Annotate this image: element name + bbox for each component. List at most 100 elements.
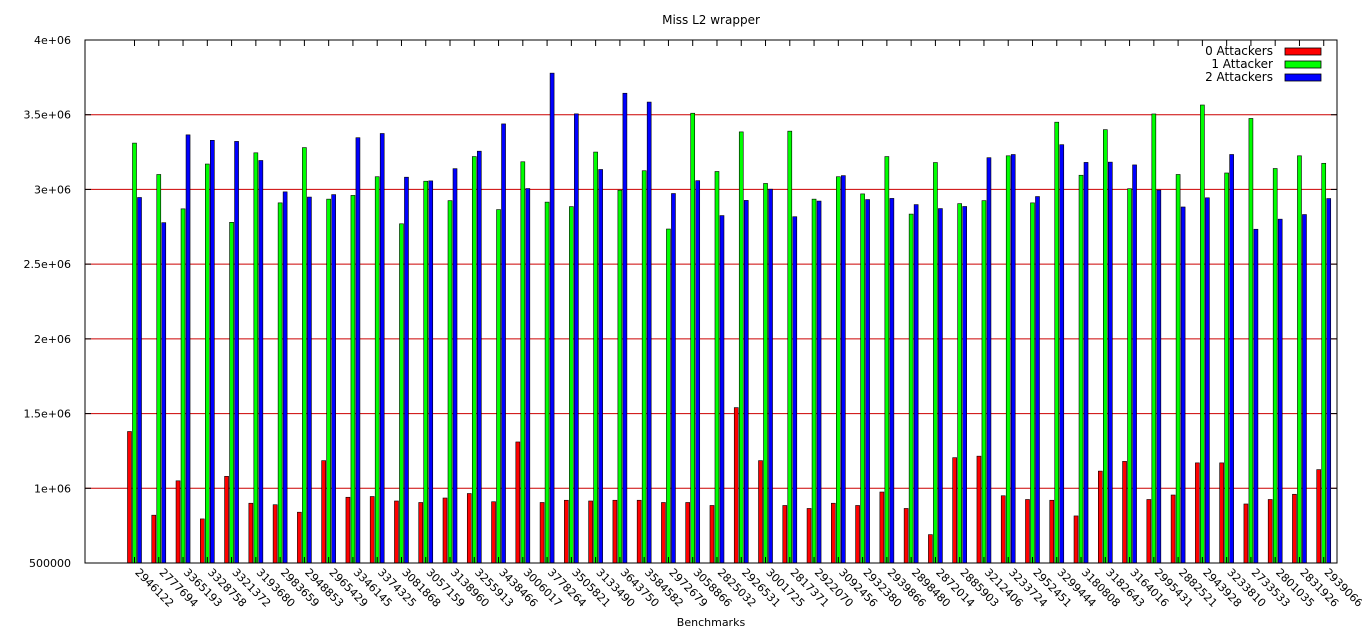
bar-2-attackers: [258, 160, 264, 564]
bar-2-attackers: [1010, 154, 1016, 564]
bars: [127, 72, 1332, 564]
bar-0-attackers: [588, 500, 593, 564]
bar-2-attackers: [1132, 164, 1137, 564]
bar-2-attackers: [841, 175, 846, 564]
bar-2-attackers: [1035, 196, 1040, 564]
bar-1-attacker: [1030, 202, 1035, 564]
bar-1-attacker: [229, 222, 234, 564]
bar-2-attackers: [355, 137, 361, 564]
bar-0-attackers: [369, 496, 375, 564]
bar-2-attackers: [234, 141, 239, 564]
y-tick-label: 3.5e+06: [24, 109, 71, 122]
bar-1-attacker: [690, 112, 696, 564]
bar-1-attacker: [302, 147, 307, 564]
bar-0-attackers: [297, 511, 302, 564]
bar-0-attackers: [564, 499, 569, 564]
bar-1-attacker: [666, 228, 671, 564]
bar-0-attackers: [442, 497, 448, 564]
bar-2-attackers: [428, 180, 434, 564]
chart-title: Miss L2 wrapper: [662, 13, 760, 27]
bar-2-attackers: [671, 193, 676, 564]
bar-0-attackers: [1073, 515, 1079, 564]
bar-0-attackers: [1146, 499, 1152, 564]
bar-0-attackers: [709, 505, 715, 564]
bar-0-attackers: [831, 502, 836, 564]
bar-0-attackers: [1000, 495, 1006, 564]
y-tick-label: 3e+06: [34, 183, 71, 196]
legend-label: 0 Attackers: [1205, 44, 1273, 58]
legend-swatch: [1284, 47, 1322, 56]
bar-2-attackers: [404, 176, 409, 564]
bar-0-attackers: [612, 499, 618, 564]
y-tick-label: 1e+06: [34, 482, 71, 495]
bar-1-attacker: [1151, 113, 1157, 564]
bar-1-attacker: [180, 208, 186, 564]
bar-1-attacker: [374, 176, 380, 564]
bar-0-attackers: [661, 502, 666, 564]
bar-1-attacker: [520, 161, 526, 564]
bar-0-attackers: [394, 500, 399, 564]
y-tick-label: 2e+06: [34, 333, 71, 346]
bar-1-attacker: [471, 156, 477, 564]
bar-1-attacker: [1321, 162, 1327, 564]
bar-0-attackers: [1243, 503, 1249, 564]
bar-1-attacker: [714, 171, 720, 564]
bar-1-attacker: [447, 200, 453, 564]
bar-0-attackers: [539, 502, 545, 564]
bar-2-attackers: [889, 198, 895, 564]
bar-1-attacker: [1054, 121, 1060, 564]
bar-2-attackers: [598, 169, 603, 564]
bar-0-attackers: [272, 504, 278, 564]
bar-2-attackers: [210, 140, 215, 564]
bar-2-attackers: [962, 206, 967, 564]
legend-label: 2 Attackers: [1205, 70, 1273, 84]
bar-2-attackers: [913, 204, 919, 564]
bar-0-attackers: [855, 505, 860, 564]
bar-2-attackers: [1302, 214, 1307, 564]
bar-0-attackers: [321, 460, 326, 564]
bar-1-attacker: [884, 156, 890, 564]
bar-2-attackers: [646, 101, 652, 564]
bar-1-attacker: [544, 201, 550, 564]
bar-0-attackers: [1049, 499, 1055, 564]
bar-2-attackers: [452, 168, 458, 564]
bar-0-attackers: [224, 476, 229, 564]
plot-frame: [84, 39, 1338, 564]
bar-1-attacker: [1175, 174, 1181, 564]
bar-0-attackers: [636, 499, 642, 564]
bar-2-attackers: [549, 72, 555, 564]
bar-1-attacker: [1103, 129, 1108, 564]
bar-1-attacker: [908, 213, 914, 564]
bar-1-attacker: [423, 180, 429, 564]
bar-2-attackers: [379, 133, 385, 564]
bar-1-attacker: [156, 174, 162, 564]
bar-0-attackers: [733, 407, 739, 564]
bar-1-attacker: [617, 189, 623, 564]
legend-swatch: [1284, 73, 1322, 82]
bar-1-attacker: [399, 223, 404, 564]
bar-2-attackers: [331, 194, 336, 564]
bar-2-attackers: [986, 157, 992, 564]
bar-0-attackers: [151, 514, 157, 564]
bar-2-attackers: [525, 188, 531, 564]
bar-0-attackers: [1025, 499, 1030, 564]
bar-1-attacker: [1078, 174, 1084, 564]
bar-0-attackers: [1195, 462, 1200, 564]
bar-2-attackers: [1108, 161, 1113, 564]
bar-1-attacker: [326, 198, 331, 564]
bar-0-attackers: [175, 480, 181, 564]
bar-1-attacker: [1248, 118, 1254, 564]
y-tick-label: 4e+06: [34, 34, 71, 47]
bar-1-attacker: [593, 151, 598, 564]
bar-1-attacker: [860, 193, 865, 564]
bar-1-attacker: [836, 176, 841, 564]
bar-2-attackers: [1156, 189, 1162, 564]
bar-0-attackers: [1316, 469, 1322, 564]
bar-1-attacker: [205, 163, 210, 564]
bar-0-attackers: [1292, 493, 1297, 564]
bar-1-attacker: [277, 202, 283, 564]
y-tick-label: 1.5e+06: [24, 408, 71, 421]
bar-0-attackers: [491, 501, 496, 564]
bar-1-attacker: [933, 162, 938, 564]
